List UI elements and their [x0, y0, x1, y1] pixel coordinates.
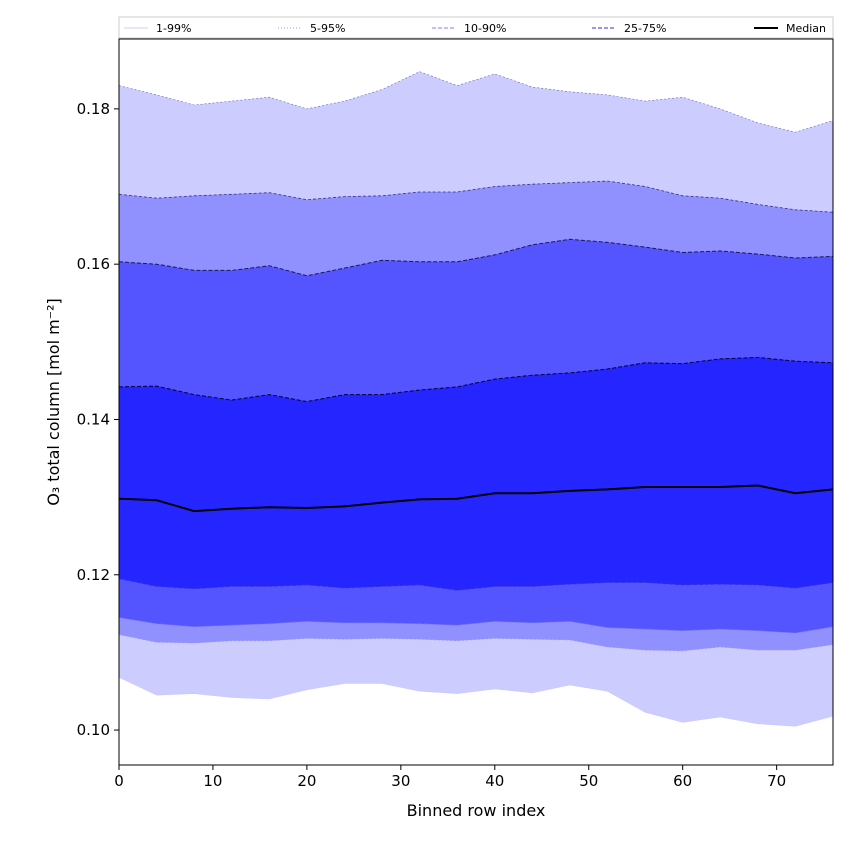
y-axis-ticks: 0.10 0.12 0.14 0.16 0.18	[77, 100, 119, 739]
percentile-bands	[119, 71, 833, 727]
legend-label: 5-95%	[310, 22, 345, 35]
edge-line-p99	[118, 71, 834, 133]
legend-label: 10-90%	[464, 22, 506, 35]
legend: 1-99% 5-95% 10-90% 25-75% Median	[118, 16, 834, 39]
y-axis-label: O₃ total column [mol m⁻²]	[44, 298, 63, 506]
edge-line-p90	[118, 238, 834, 277]
band-25-75	[119, 357, 833, 591]
y-tick-label: 0.12	[77, 566, 110, 584]
x-axis-label: Binned row index	[407, 801, 546, 820]
edge-line-p10	[118, 617, 834, 634]
plot-frame	[118, 38, 834, 766]
edge-line-p5	[118, 634, 834, 652]
median-line	[118, 484, 834, 513]
legend-label: 25-75%	[624, 22, 666, 35]
y-tick-label: 0.16	[77, 255, 110, 273]
legend-label: Median	[786, 22, 826, 35]
x-tick-label: 40	[485, 772, 504, 790]
edge-line-p1	[118, 677, 834, 727]
median-line-group	[118, 484, 834, 513]
y-tick-label: 0.14	[77, 410, 110, 428]
edge-line-p25	[118, 578, 834, 591]
legend-label: 1-99%	[156, 22, 191, 35]
x-tick-label: 50	[579, 772, 598, 790]
edge-line-p75	[118, 356, 834, 403]
x-tick-label: 60	[673, 772, 692, 790]
x-tick-label: 70	[767, 772, 786, 790]
x-tick-label: 10	[203, 772, 222, 790]
x-tick-label: 20	[297, 772, 316, 790]
y-tick-label: 0.18	[77, 100, 110, 118]
x-tick-label: 0	[114, 772, 124, 790]
x-tick-label: 30	[391, 772, 410, 790]
band-edge-lines	[118, 71, 834, 727]
y-tick-label: 0.10	[77, 721, 110, 739]
x-axis-ticks: 0 10 20 30 40 50 60 70	[114, 765, 786, 790]
legend-box	[118, 16, 834, 39]
